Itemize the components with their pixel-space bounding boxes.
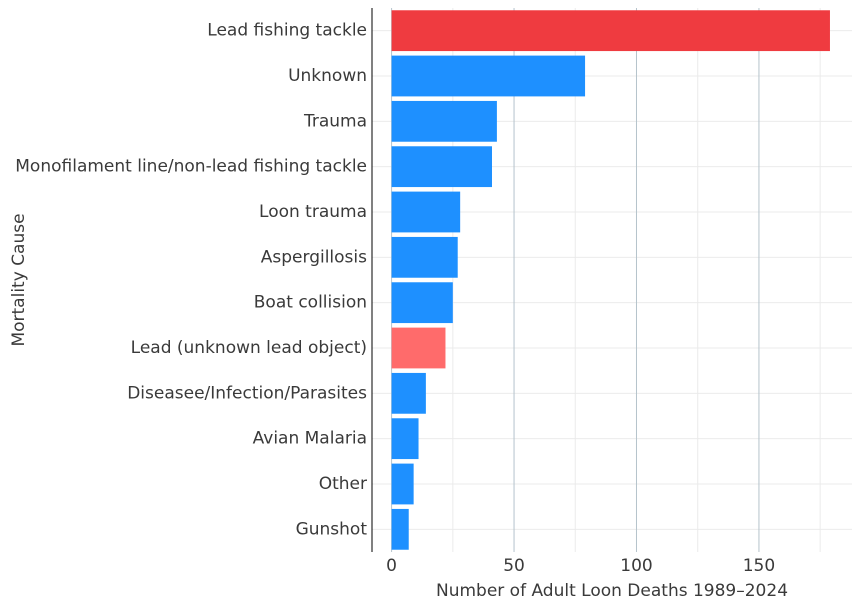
category-label: Avian Malaria: [253, 429, 367, 449]
bars: [391, 10, 830, 550]
category-label: Unknown: [288, 66, 367, 86]
x-tick-label: 0: [386, 556, 397, 576]
category-label: Loon trauma: [259, 202, 367, 222]
category-label: Gunshot: [296, 519, 368, 539]
bar-1: [391, 55, 586, 97]
category-label: Monofilament line/non-lead fishing tackl…: [15, 157, 367, 177]
x-axis-title: Number of Adult Loon Deaths 1989–2024: [436, 581, 788, 601]
category-label: Other: [319, 474, 367, 494]
category-labels: Lead fishing tackle Unknown Trauma Monofila…: [15, 21, 367, 540]
category-label: Aspergillosis: [261, 247, 367, 267]
x-tick-label: 50: [503, 556, 525, 576]
x-tick-label: 150: [743, 556, 775, 576]
y-axis-title: Mortality Cause: [9, 213, 29, 346]
bar-4: [391, 191, 461, 233]
bar-6: [391, 282, 453, 324]
category-label: Boat collision: [254, 293, 367, 313]
x-tick-labels: 0 50 100 150: [386, 556, 775, 576]
bar-8: [391, 372, 426, 414]
x-tick-label: 100: [620, 556, 652, 576]
bar-3: [391, 146, 492, 188]
category-label: Trauma: [303, 111, 367, 131]
bar-7: [391, 327, 446, 369]
bar-9: [391, 418, 419, 460]
category-label: Lead fishing tackle: [207, 21, 367, 41]
bar-0: [391, 10, 830, 52]
bar-11: [391, 508, 409, 550]
bar-10: [391, 463, 414, 505]
category-label: Lead (unknown lead object): [131, 338, 367, 358]
category-label: Diseasee/Infection/Parasites: [127, 383, 367, 403]
bar-2: [391, 100, 497, 142]
bar-5: [391, 236, 458, 278]
